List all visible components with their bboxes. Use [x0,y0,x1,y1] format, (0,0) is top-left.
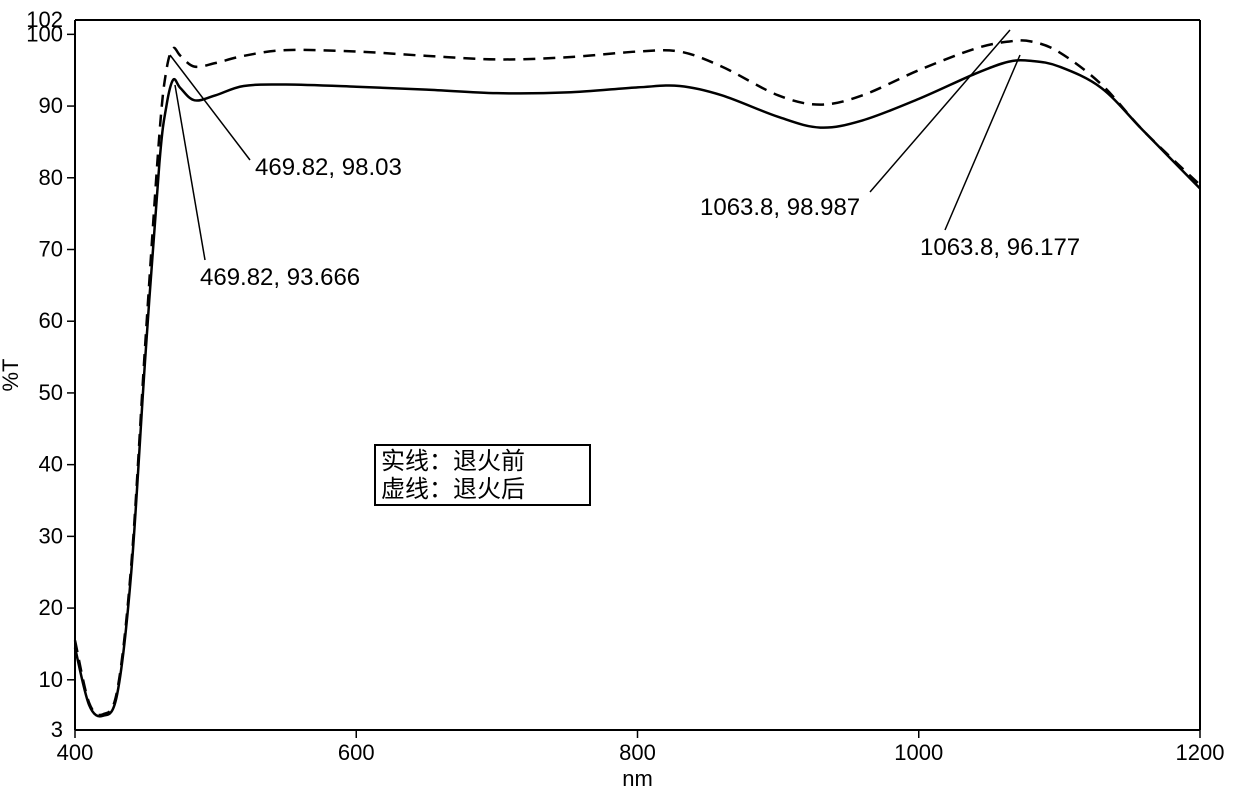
x-tick-label: 800 [619,740,656,765]
x-tick-label: 1000 [894,740,943,765]
y-tick-label: 102 [26,7,63,32]
legend-line: 实线：退火前 [381,448,525,475]
legend-line: 虚线：退火后 [381,476,525,503]
y-tick-label: 50 [39,380,63,405]
annotation-label: 469.82, 98.03 [255,154,402,181]
annotation-leader [175,85,205,260]
chart-container: 40060080010001200nm102030405060708090100… [0,0,1240,802]
series-solid [75,60,1200,716]
series-dashed [75,40,1200,715]
transmittance-chart: 40060080010001200nm102030405060708090100… [0,0,1240,802]
y-tick-label: 90 [39,93,63,118]
annotation-label: 1063.8, 96.177 [920,234,1080,261]
y-tick-label: 60 [39,308,63,333]
y-tick-label: 30 [39,523,63,548]
y-tick-label: 10 [39,667,63,692]
x-tick-label: 600 [338,740,375,765]
x-tick-label: 400 [57,740,94,765]
x-tick-label: 1200 [1176,740,1225,765]
y-tick-label: 70 [39,236,63,261]
annotation-label: 469.82, 93.666 [200,264,360,291]
y-tick-label: 80 [39,165,63,190]
annotation-label: 1063.8, 98.987 [700,194,860,221]
y-tick-label: 20 [39,595,63,620]
x-axis-label: nm [622,766,653,791]
y-tick-label: 3 [51,717,63,742]
annotation-leader [170,55,250,160]
y-tick-label: 40 [39,452,63,477]
y-axis-label: %T [0,359,23,392]
